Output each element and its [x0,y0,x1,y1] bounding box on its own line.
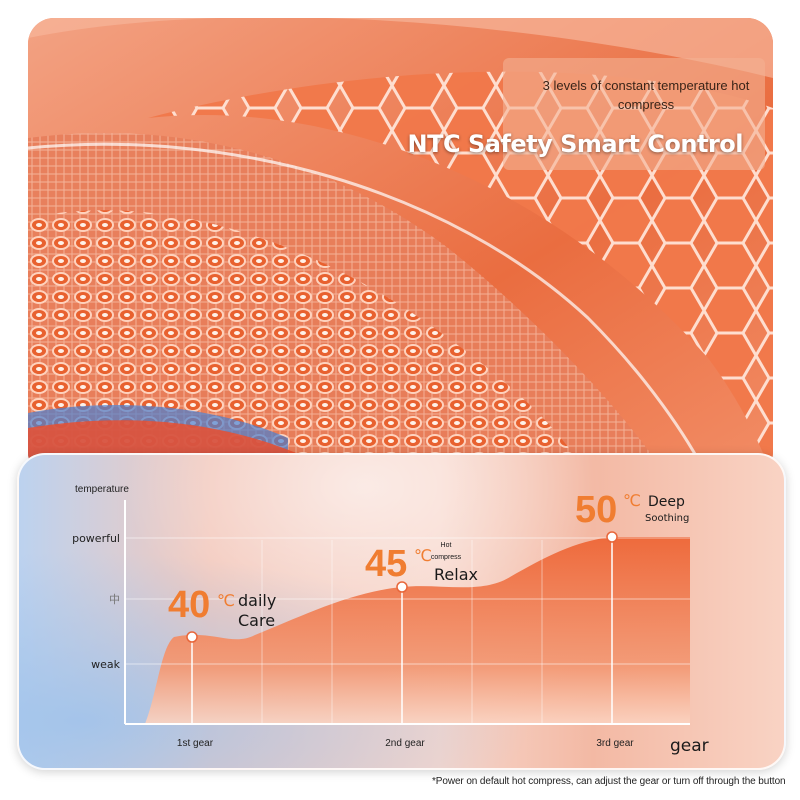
annotation-value: 45 [365,543,407,585]
hero-title: NTC Safety Smart Control [407,130,744,158]
x-tick-label: 2nd gear [385,738,425,749]
y-axis-title: temperature [75,484,129,495]
annotation-label: Deep [648,494,685,510]
y-tick-label: weak [91,658,121,671]
annotation-label: daily [238,591,276,610]
annotation-label: Soothing [645,513,689,524]
annotation-value: 40 [168,584,210,626]
annotation-unit: ℃ [623,491,641,510]
y-tick-label: powerful [72,532,120,545]
annotation-label: Care [238,611,275,630]
annotation-unit: ℃ [414,546,432,565]
y-tick-label: 中 [109,593,120,606]
annotation-unit: ℃ [217,591,235,610]
annotation-note: Hot [441,542,452,549]
annotation-label: Relax [434,565,478,584]
data-point [186,631,198,643]
annotation-note: compress [431,554,462,561]
temperature-area [145,537,690,724]
footnote: *Power on default hot compress, can adju… [432,776,786,787]
x-tick-label: 1st gear [177,738,214,749]
hero-subtitle: 3 levels of constant temperature hot com… [542,78,750,112]
data-point [396,581,408,593]
product-illustration: 3 levels of constant temperature hot com… [28,18,773,478]
x-axis-title: gear [670,736,709,756]
data-point [606,531,618,543]
x-tick-label: 3rd gear [596,738,634,749]
annotation-value: 50 [575,489,617,531]
